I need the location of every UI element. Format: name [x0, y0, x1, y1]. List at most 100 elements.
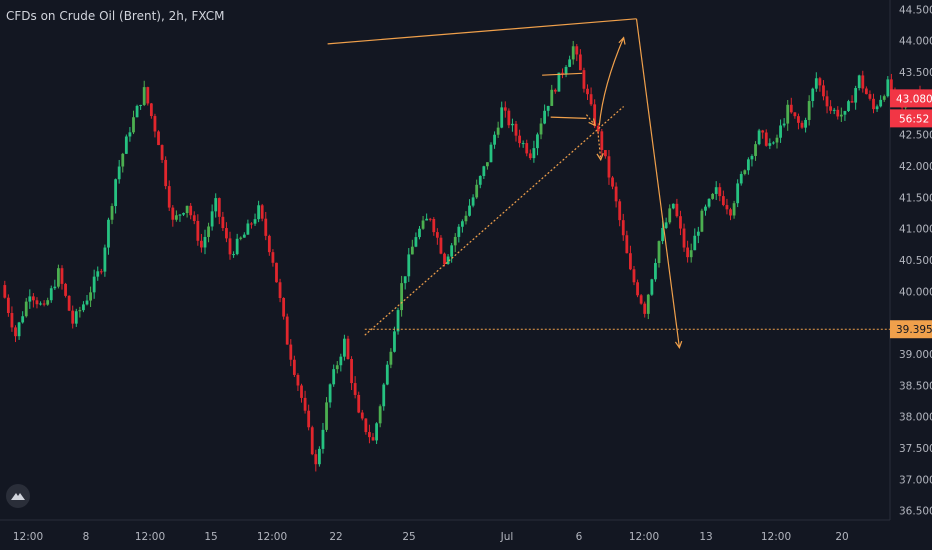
candle-body	[500, 107, 504, 128]
candle-body	[875, 106, 879, 110]
candle-body	[414, 237, 418, 247]
candle-body	[832, 109, 836, 111]
candle-body	[360, 412, 364, 419]
candle-body	[289, 344, 293, 360]
candle-body	[353, 383, 357, 395]
candle-body	[432, 219, 436, 233]
candle-body	[786, 104, 790, 124]
candle-body	[200, 240, 203, 248]
candle-body	[332, 369, 336, 385]
candle-body	[561, 72, 564, 74]
candle-body	[754, 144, 757, 156]
candle-body	[214, 198, 218, 212]
candle-body	[42, 303, 46, 305]
candle-body	[296, 374, 300, 386]
y-tick-label: 43.500	[899, 67, 932, 79]
tradingview-logo[interactable]	[6, 484, 30, 508]
candle-body	[157, 131, 160, 146]
candle-body	[636, 282, 639, 296]
candle-body	[553, 89, 557, 92]
breakout-arrow-line	[598, 37, 625, 126]
x-tick-label: 8	[83, 531, 90, 543]
candle-body	[864, 88, 868, 95]
candle-body	[132, 117, 135, 133]
candle-body	[124, 136, 128, 154]
candle-body	[457, 226, 461, 237]
tradingview-logo-icon	[11, 493, 25, 500]
candle-body	[428, 218, 432, 220]
candle-body	[764, 132, 768, 146]
candle-body	[704, 206, 707, 211]
candle-body	[761, 130, 765, 133]
x-tick-label: 13	[699, 531, 712, 543]
candle-body	[732, 203, 736, 216]
candle-body	[857, 75, 861, 89]
candle-body	[847, 101, 850, 112]
candle-body	[822, 85, 825, 97]
candle-body	[872, 98, 875, 110]
candle-body	[721, 196, 725, 206]
y-tick-label: 36.500	[899, 506, 932, 518]
candle-body	[471, 197, 475, 206]
candle-body	[89, 292, 92, 301]
candle-body	[260, 205, 264, 219]
candle-body	[275, 262, 278, 283]
candle-body	[850, 101, 854, 103]
candle-body	[264, 218, 268, 236]
y-tick-label: 37.000	[899, 474, 932, 486]
candle-body	[757, 130, 761, 145]
candle-body	[221, 216, 225, 229]
candle-body	[346, 338, 350, 359]
candle-body	[582, 70, 586, 89]
candle-body	[314, 454, 318, 465]
candle-body	[121, 153, 125, 167]
candle-body	[564, 66, 568, 74]
candle-body	[182, 213, 185, 215]
candle-body	[478, 175, 482, 185]
candle-body	[242, 234, 246, 238]
candle-body	[285, 316, 289, 345]
candle-body	[603, 150, 607, 157]
candle-body	[711, 193, 715, 199]
x-tick-label: 6	[576, 531, 583, 543]
candle-body	[17, 322, 21, 337]
candle-body	[403, 276, 407, 284]
candle-body	[739, 174, 743, 184]
candle-body	[679, 216, 682, 229]
candle-body	[625, 235, 629, 254]
candle-body	[528, 153, 532, 159]
candle-body	[482, 166, 486, 176]
candle-body	[232, 254, 235, 256]
candle-body	[303, 397, 307, 411]
candle-body	[586, 88, 589, 95]
candle-body	[142, 87, 146, 105]
candle-body	[668, 208, 672, 223]
candle-body	[525, 143, 529, 154]
candle-body	[596, 125, 600, 132]
candle-body	[425, 218, 429, 221]
candle-body	[393, 331, 396, 352]
candle-body	[78, 310, 82, 312]
candle-body	[725, 205, 729, 210]
drop-arrow-line	[635, 18, 680, 348]
candle-body	[103, 247, 107, 272]
candle-body	[375, 423, 378, 441]
candle-body	[57, 268, 60, 287]
candle-body	[292, 359, 296, 375]
candle-body	[486, 162, 489, 167]
candle-body	[167, 186, 171, 208]
candle-body	[593, 104, 597, 126]
candle-body	[171, 207, 175, 220]
candle-body	[31, 296, 35, 301]
drop-arrow-head	[674, 340, 683, 350]
rising-support-line	[364, 106, 625, 336]
candle-body	[700, 210, 704, 232]
flag-bottom-line	[550, 116, 587, 120]
candle-body	[657, 241, 661, 264]
chart-title: CFDs on Crude Oil (Brent), 2h, FXCM	[6, 9, 225, 23]
candle-body	[192, 215, 196, 221]
candle-body	[328, 384, 332, 403]
candle-body	[493, 134, 496, 145]
